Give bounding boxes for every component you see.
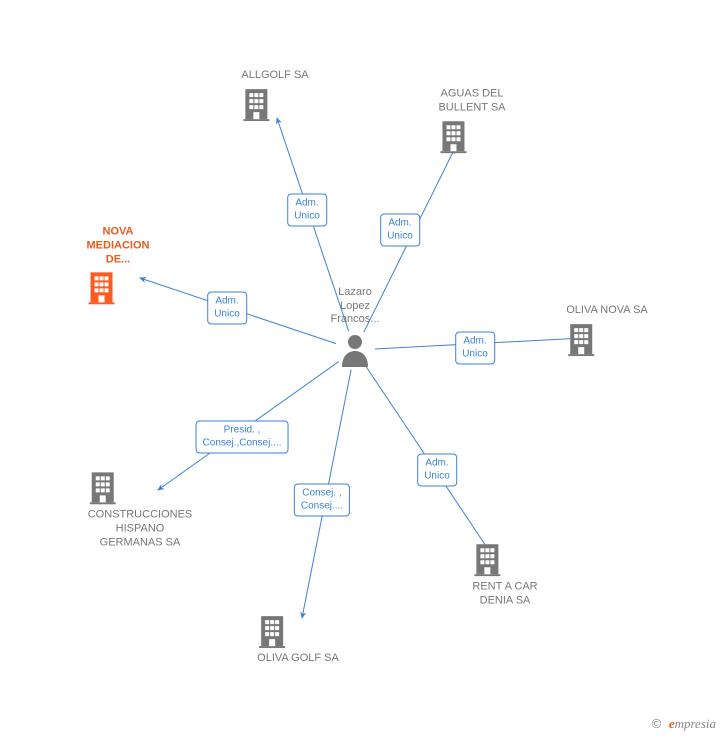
company-node-rentacar[interactable]: RENT A CAR DENIA SA [472, 542, 537, 608]
company-node-aguas[interactable]: AGUAS DEL BULLENT SA [438, 87, 505, 153]
copyright-symbol: © [652, 716, 662, 731]
edge-label-nova[interactable]: Adm. Unico [207, 292, 247, 325]
person-icon [340, 333, 370, 367]
edge-label-olivagolf[interactable]: Consej. , Consej.... [294, 484, 350, 517]
center-person-label: Lazaro Lopez Francos... [315, 286, 395, 327]
building-icon [257, 614, 339, 648]
company-node-allgolf[interactable]: ALLGOLF SA [241, 69, 308, 121]
company-label: ALLGOLF SA [241, 69, 308, 83]
edge-label-allgolf[interactable]: Adm. Unico [287, 194, 327, 227]
edge-label-rentacar[interactable]: Adm. Unico [417, 454, 457, 487]
edge-label-olivanova[interactable]: Adm. Unico [455, 332, 495, 365]
building-icon [438, 119, 505, 153]
building-icon [88, 470, 193, 504]
building-icon [87, 271, 150, 305]
building-icon [566, 322, 648, 356]
company-label: RENT A CAR DENIA SA [472, 580, 537, 608]
brand-rest: mpresia [675, 716, 716, 731]
company-node-olivagolf[interactable]: OLIVA GOLF SA [257, 614, 339, 666]
company-label: OLIVA NOVA SA [566, 304, 648, 318]
company-label: NOVA MEDIACION DE... [87, 225, 150, 266]
edge-label-construcciones[interactable]: Presid. , Consej.,Consej.... [196, 421, 289, 454]
edges-svg [0, 0, 728, 740]
center-person-node[interactable]: Lazaro Lopez Francos... [340, 333, 370, 367]
diagram-canvas: Lazaro Lopez Francos... ALLGOLF SA AGUAS… [0, 0, 728, 740]
company-node-nova[interactable]: NOVA MEDIACION DE... [87, 225, 150, 304]
company-node-olivanova[interactable]: OLIVA NOVA SA [566, 304, 648, 356]
building-icon [241, 87, 308, 121]
watermark: © empresia [652, 716, 716, 732]
company-label: CONSTRUCCIONES HISPANO GERMANAS SA [88, 508, 193, 549]
edge-label-aguas[interactable]: Adm. Unico [380, 214, 420, 247]
company-node-construcciones[interactable]: CONSTRUCCIONES HISPANO GERMANAS SA [88, 470, 193, 549]
building-icon [472, 542, 537, 576]
company-label: AGUAS DEL BULLENT SA [438, 87, 505, 115]
company-label: OLIVA GOLF SA [257, 652, 339, 666]
